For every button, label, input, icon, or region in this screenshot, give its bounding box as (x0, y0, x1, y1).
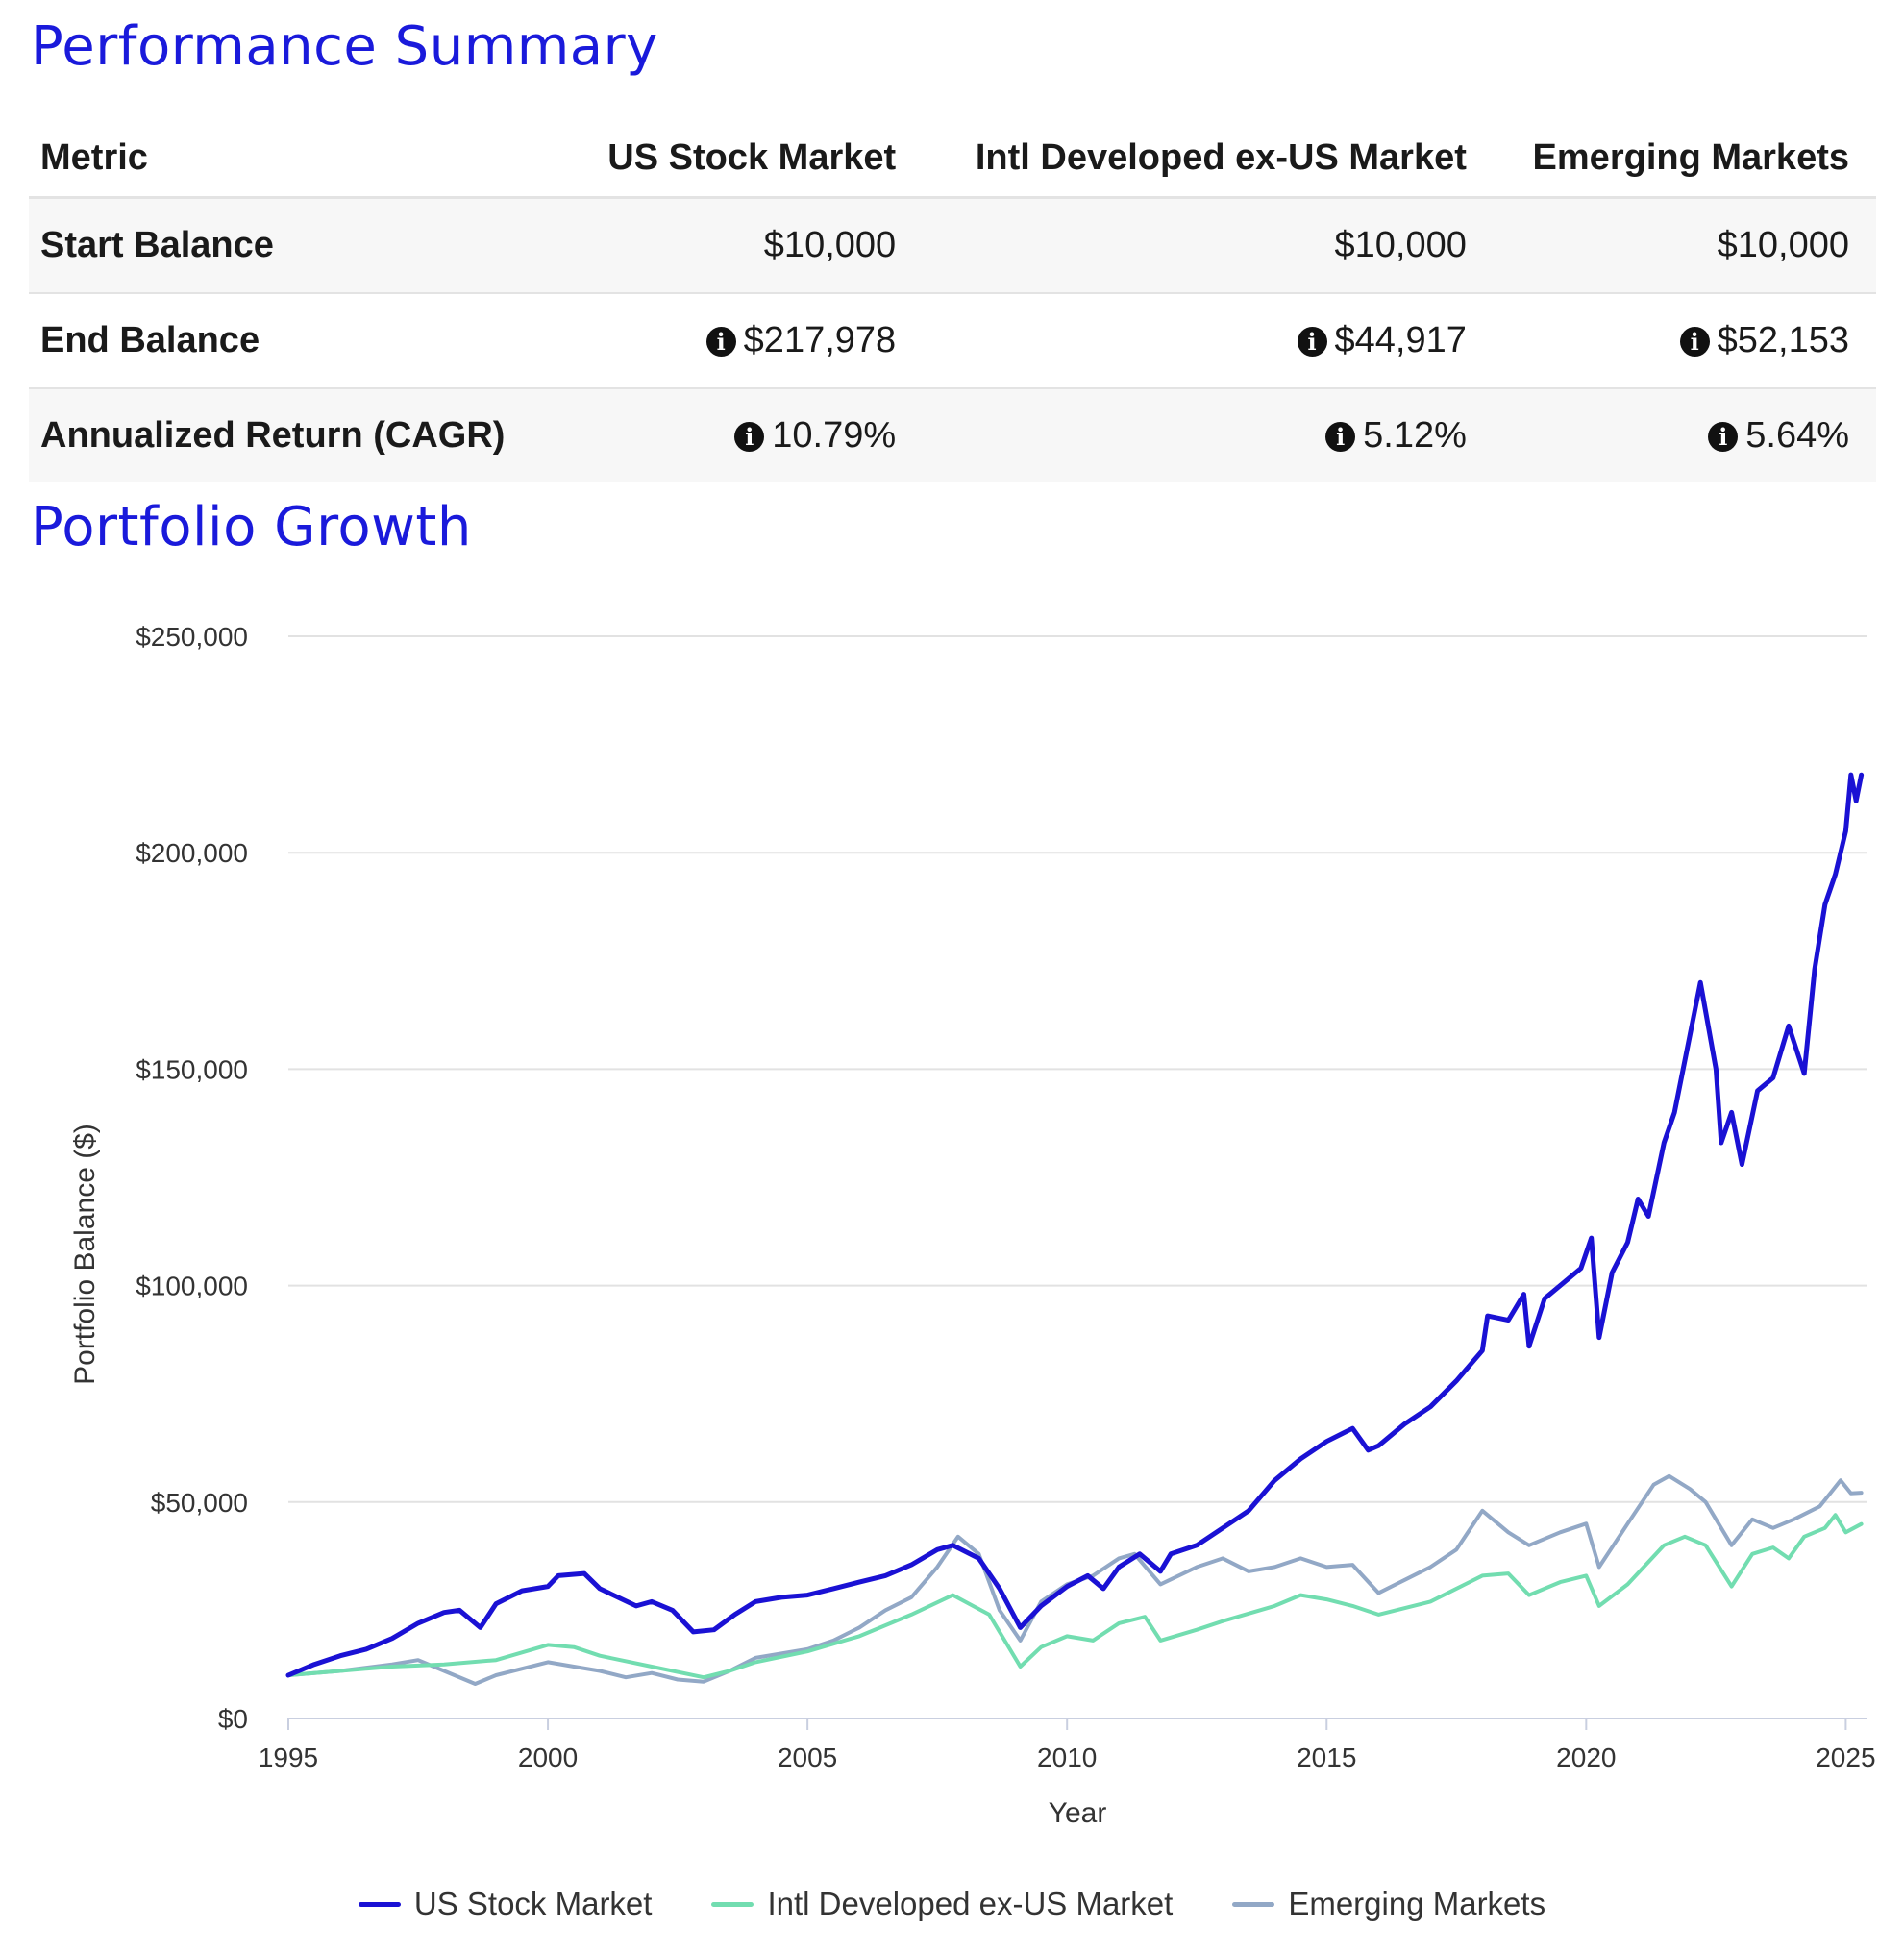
y-tick-label: $200,000 (136, 838, 248, 868)
y-tick-label: $150,000 (136, 1054, 248, 1084)
grid-lines (288, 635, 1867, 1503)
legend-swatch (711, 1901, 754, 1907)
x-tick-label: 2015 (1297, 1743, 1356, 1772)
table-row: End Balance i $217,978 i $44,917 i $52,153 (29, 293, 1876, 389)
metric-label: End Balance (29, 293, 571, 389)
info-icon[interactable]: i (734, 422, 765, 452)
performance-summary-title: Performance Summary (31, 15, 658, 78)
chart-legend: US Stock Market Intl Developed ex-US Mark… (0, 1886, 1904, 1922)
axes: $0 $50,000 $100,000 $150,000 $200,000 $250,00… (136, 622, 1875, 1772)
legend-label: US Stock Market (413, 1886, 653, 1921)
series-lines (285, 772, 1865, 1686)
series-line-intl-developed[interactable] (286, 1513, 1864, 1680)
metric-value: $44,917 (1334, 320, 1467, 360)
metric-value: $10,000 (1717, 225, 1849, 265)
x-tick-label: 1995 (259, 1743, 318, 1772)
y-tick-label: $100,000 (136, 1272, 248, 1301)
column-header: US Stock Market (570, 119, 924, 199)
metric-value-cell: $10,000 (570, 197, 924, 294)
metric-value: 10.79% (772, 415, 897, 456)
column-header: Emerging Markets (1493, 119, 1876, 199)
metric-value-cell: i 10.79% (570, 388, 924, 482)
x-tick-label: 2000 (518, 1743, 578, 1772)
metric-value: $10,000 (1334, 225, 1467, 265)
y-tick-label: $250,000 (136, 622, 248, 652)
info-icon[interactable]: i (1679, 327, 1710, 357)
table-body: Start Balance $10,000 $10,000 $10,000 End Ba… (29, 197, 1876, 482)
legend-item[interactable]: Emerging Markets (1232, 1886, 1545, 1922)
info-icon[interactable]: i (705, 327, 736, 357)
metric-label: Annualized Return (CAGR) (29, 388, 571, 482)
portfolio-growth-chart: $0 $50,000 $100,000 $150,000 $200,000 $250,00… (69, 622, 1876, 1829)
legend-label: Emerging Markets (1288, 1886, 1546, 1921)
metric-value-cell: $10,000 (923, 197, 1494, 294)
info-icon[interactable]: i (1325, 422, 1356, 452)
x-tick-label: 2025 (1816, 1743, 1875, 1772)
table-row: Start Balance $10,000 $10,000 $10,000 (29, 197, 1876, 294)
metric-value-cell: i $52,153 (1493, 293, 1876, 389)
metric-value: $217,978 (743, 320, 897, 360)
metric-value-cell: i 5.12% (923, 388, 1494, 482)
table-header-row: Metric US Stock Market Intl Developed ex… (29, 119, 1876, 199)
series-line-emerging[interactable] (286, 1473, 1864, 1686)
legend-swatch (1232, 1901, 1275, 1907)
metric-value: $10,000 (763, 225, 897, 265)
performance-summary-table: Metric US Stock Market Intl Developed ex… (29, 119, 1876, 482)
info-icon[interactable]: i (1297, 327, 1327, 357)
column-header: Intl Developed ex-US Market (923, 119, 1494, 199)
metric-value: 5.64% (1745, 415, 1849, 456)
x-tick-label: 2005 (778, 1743, 837, 1772)
legend-item[interactable]: Intl Developed ex-US Market (711, 1886, 1173, 1922)
metric-value-cell: $10,000 (1493, 197, 1876, 294)
x-axis-label: Year (1049, 1797, 1107, 1829)
y-tick-label: $50,000 (151, 1488, 248, 1518)
y-axis-label: Portfolio Balance ($) (69, 1124, 101, 1385)
info-icon[interactable]: i (1708, 422, 1739, 452)
x-tick-label: 2010 (1037, 1743, 1097, 1772)
portfolio-growth-title: Portfolio Growth (31, 496, 472, 558)
x-tick-label: 2020 (1556, 1743, 1616, 1772)
legend-swatch (358, 1901, 401, 1907)
table-row: Annualized Return (CAGR) i 10.79% i 5.12% i 5.… (29, 388, 1876, 482)
column-header: Metric (29, 119, 571, 199)
metric-value-cell: i $44,917 (923, 293, 1494, 389)
legend-item[interactable]: US Stock Market (358, 1886, 653, 1922)
metric-value-cell: i 5.64% (1493, 388, 1876, 482)
metric-value: $52,153 (1717, 320, 1849, 360)
series-line-us-stock[interactable] (285, 772, 1865, 1678)
metric-value: 5.12% (1363, 415, 1467, 456)
metric-label: Start Balance (29, 197, 571, 294)
legend-label: Intl Developed ex-US Market (767, 1886, 1174, 1921)
y-tick-label: $0 (218, 1704, 248, 1734)
metric-value-cell: i $217,978 (570, 293, 924, 389)
